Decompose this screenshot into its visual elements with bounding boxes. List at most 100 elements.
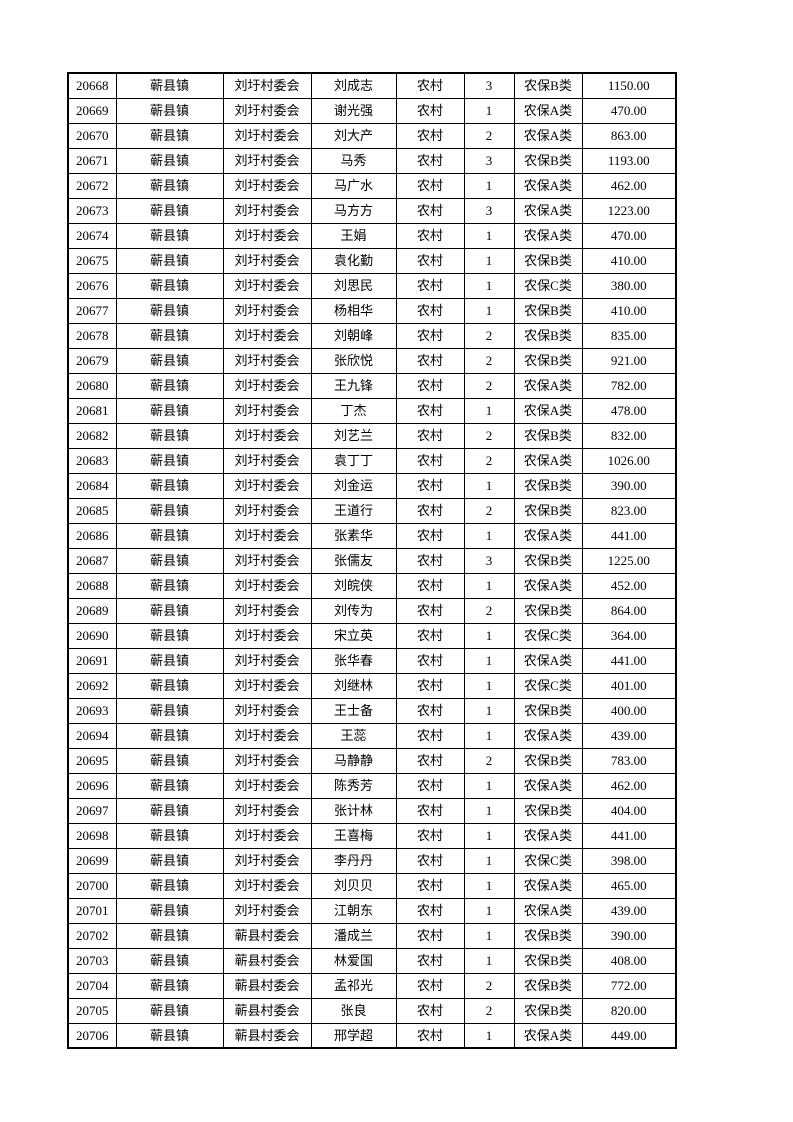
- cell-person-name: 刘传为: [310, 597, 397, 624]
- cell-serial-number: 20704: [67, 972, 117, 999]
- table-row: 20673 蕲县镇 刘圩村委会 马方方 农村 3 农保A类 1223.00: [67, 197, 677, 224]
- cell-village-committee: 刘圩村委会: [222, 372, 312, 399]
- cell-town: 蕲县镇: [115, 197, 224, 224]
- table-row: 20703 蕲县镇 蕲县村委会 林爱国 农村 1 农保B类 408.00: [67, 947, 677, 974]
- cell-person-name: 刘贝贝: [310, 872, 397, 899]
- cell-insurance-category: 农保B类: [513, 697, 583, 724]
- cell-residence-type: 农村: [395, 847, 465, 874]
- table-row: 20689 蕲县镇 刘圩村委会 刘传为 农村 2 农保B类 864.00: [67, 597, 677, 624]
- cell-person-count: 1: [463, 572, 515, 599]
- table-row: 20705 蕲县镇 蕲县村委会 张良 农村 2 农保B类 820.00: [67, 997, 677, 1024]
- cell-insurance-category: 农保B类: [513, 547, 583, 574]
- cell-village-committee: 刘圩村委会: [222, 272, 312, 299]
- cell-residence-type: 农村: [395, 897, 465, 924]
- table-row: 20686 蕲县镇 刘圩村委会 张素华 农村 1 农保A类 441.00: [67, 522, 677, 549]
- cell-person-name: 王道行: [310, 497, 397, 524]
- cell-residence-type: 农村: [395, 322, 465, 349]
- cell-town: 蕲县镇: [115, 147, 224, 174]
- cell-residence-type: 农村: [395, 472, 465, 499]
- cell-amount: 408.00: [581, 947, 677, 974]
- cell-amount: 1225.00: [581, 547, 677, 574]
- table-row: 20684 蕲县镇 刘圩村委会 刘金运 农村 1 农保B类 390.00: [67, 472, 677, 499]
- table-row: 20680 蕲县镇 刘圩村委会 王九锋 农村 2 农保A类 782.00: [67, 372, 677, 399]
- cell-amount: 470.00: [581, 222, 677, 249]
- table-row: 20676 蕲县镇 刘圩村委会 刘思民 农村 1 农保C类 380.00: [67, 272, 677, 299]
- cell-person-count: 1: [463, 922, 515, 949]
- cell-insurance-category: 农保A类: [513, 197, 583, 224]
- cell-village-committee: 刘圩村委会: [222, 97, 312, 124]
- cell-person-name: 马方方: [310, 197, 397, 224]
- cell-village-committee: 刘圩村委会: [222, 897, 312, 924]
- cell-insurance-category: 农保B类: [513, 322, 583, 349]
- cell-residence-type: 农村: [395, 172, 465, 199]
- cell-person-name: 杨相华: [310, 297, 397, 324]
- cell-person-name: 刘艺兰: [310, 422, 397, 449]
- table-row: 20698 蕲县镇 刘圩村委会 王喜梅 农村 1 农保A类 441.00: [67, 822, 677, 849]
- cell-residence-type: 农村: [395, 697, 465, 724]
- table-row: 20675 蕲县镇 刘圩村委会 袁化勤 农村 1 农保B类 410.00: [67, 247, 677, 274]
- table-row: 20672 蕲县镇 刘圩村委会 马广水 农村 1 农保A类 462.00: [67, 172, 677, 199]
- cell-amount: 864.00: [581, 597, 677, 624]
- cell-town: 蕲县镇: [115, 247, 224, 274]
- cell-town: 蕲县镇: [115, 872, 224, 899]
- cell-town: 蕲县镇: [115, 947, 224, 974]
- cell-village-committee: 刘圩村委会: [222, 872, 312, 899]
- cell-serial-number: 20692: [67, 672, 117, 699]
- cell-serial-number: 20705: [67, 997, 117, 1024]
- cell-town: 蕲县镇: [115, 972, 224, 999]
- cell-insurance-category: 农保B类: [513, 597, 583, 624]
- cell-serial-number: 20690: [67, 622, 117, 649]
- cell-serial-number: 20677: [67, 297, 117, 324]
- cell-insurance-category: 农保A类: [513, 222, 583, 249]
- cell-residence-type: 农村: [395, 672, 465, 699]
- cell-insurance-category: 农保A类: [513, 647, 583, 674]
- cell-serial-number: 20673: [67, 197, 117, 224]
- cell-town: 蕲县镇: [115, 122, 224, 149]
- cell-insurance-category: 农保B类: [513, 997, 583, 1024]
- table-row: 20679 蕲县镇 刘圩村委会 张欣悦 农村 2 农保B类 921.00: [67, 347, 677, 374]
- cell-village-committee: 刘圩村委会: [222, 72, 312, 99]
- cell-amount: 439.00: [581, 722, 677, 749]
- cell-serial-number: 20703: [67, 947, 117, 974]
- cell-serial-number: 20669: [67, 97, 117, 124]
- table-row: 20690 蕲县镇 刘圩村委会 宋立英 农村 1 农保C类 364.00: [67, 622, 677, 649]
- table-row: 20695 蕲县镇 刘圩村委会 马静静 农村 2 农保B类 783.00: [67, 747, 677, 774]
- cell-person-name: 邢学超: [310, 1022, 397, 1049]
- cell-village-committee: 刘圩村委会: [222, 522, 312, 549]
- table-row: 20687 蕲县镇 刘圩村委会 张儒友 农村 3 农保B类 1225.00: [67, 547, 677, 574]
- cell-town: 蕲县镇: [115, 522, 224, 549]
- cell-amount: 452.00: [581, 572, 677, 599]
- cell-village-committee: 蕲县村委会: [222, 972, 312, 999]
- cell-amount: 364.00: [581, 622, 677, 649]
- cell-town: 蕲县镇: [115, 897, 224, 924]
- cell-insurance-category: 农保A类: [513, 522, 583, 549]
- cell-person-count: 3: [463, 72, 515, 99]
- cell-person-count: 1: [463, 297, 515, 324]
- cell-village-committee: 刘圩村委会: [222, 197, 312, 224]
- cell-person-name: 宋立英: [310, 622, 397, 649]
- cell-person-count: 2: [463, 422, 515, 449]
- cell-person-count: 1: [463, 222, 515, 249]
- cell-village-committee: 蕲县村委会: [222, 922, 312, 949]
- cell-residence-type: 农村: [395, 622, 465, 649]
- cell-serial-number: 20687: [67, 547, 117, 574]
- cell-town: 蕲县镇: [115, 1022, 224, 1049]
- cell-residence-type: 农村: [395, 372, 465, 399]
- cell-amount: 441.00: [581, 647, 677, 674]
- cell-village-committee: 刘圩村委会: [222, 697, 312, 724]
- cell-village-committee: 刘圩村委会: [222, 472, 312, 499]
- cell-amount: 398.00: [581, 847, 677, 874]
- cell-town: 蕲县镇: [115, 672, 224, 699]
- cell-serial-number: 20684: [67, 472, 117, 499]
- cell-insurance-category: 农保A类: [513, 822, 583, 849]
- cell-residence-type: 农村: [395, 872, 465, 899]
- cell-serial-number: 20696: [67, 772, 117, 799]
- cell-town: 蕲县镇: [115, 72, 224, 99]
- table-row: 20677 蕲县镇 刘圩村委会 杨相华 农村 1 农保B类 410.00: [67, 297, 677, 324]
- cell-insurance-category: 农保A类: [513, 897, 583, 924]
- cell-town: 蕲县镇: [115, 272, 224, 299]
- cell-town: 蕲县镇: [115, 397, 224, 424]
- cell-person-count: 1: [463, 697, 515, 724]
- cell-serial-number: 20691: [67, 647, 117, 674]
- cell-person-count: 2: [463, 122, 515, 149]
